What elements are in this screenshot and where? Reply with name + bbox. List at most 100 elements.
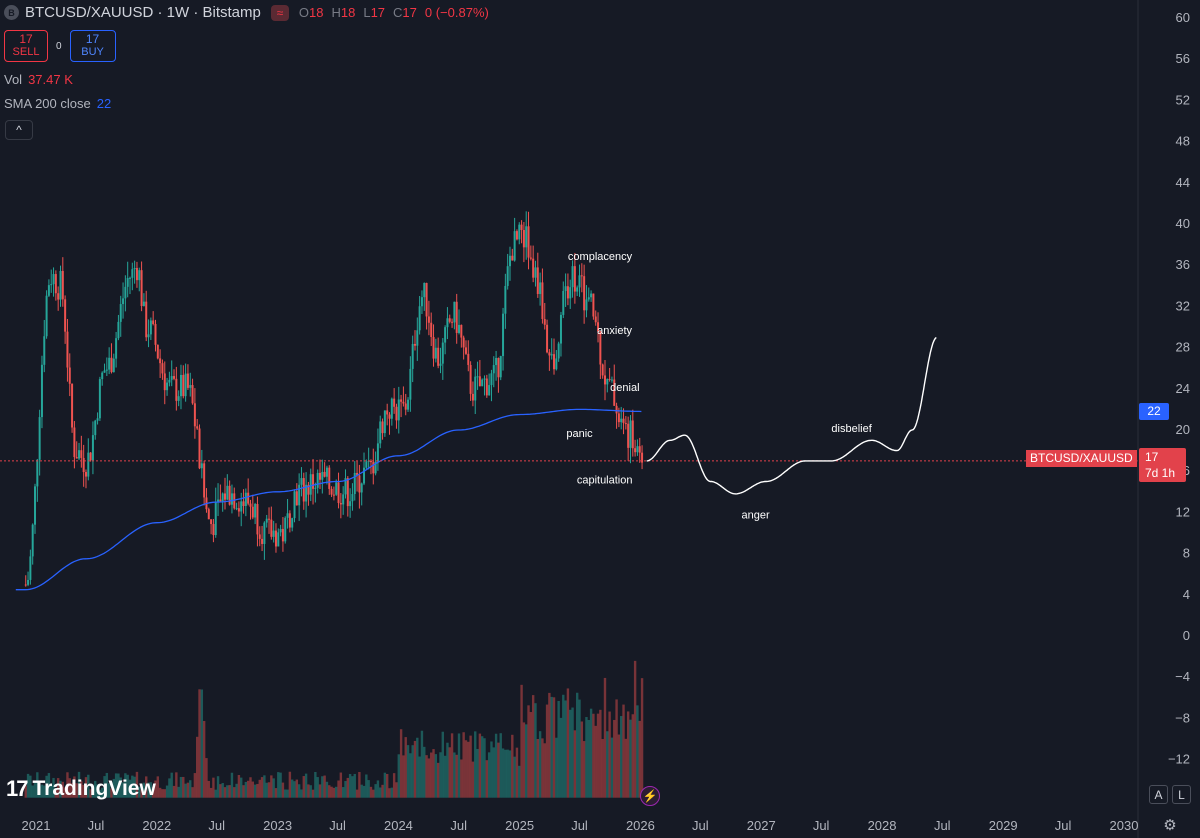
candle-body [50,284,53,286]
volume-bar [82,784,85,798]
chevron-up-icon[interactable]: ^ [5,120,33,140]
volume-bar [103,776,106,798]
volume-bar [383,772,387,798]
tradingview-wordmark: TradingView [32,777,156,800]
candle-body [244,492,247,506]
candle-body [462,337,465,348]
volume-bar [578,699,581,798]
price-tick-label: 12 [1176,504,1190,519]
price-tick-label: −8 [1175,710,1190,725]
volume-bar [101,787,104,798]
volume-bar [233,787,236,798]
candle-body [265,518,268,523]
time-tick-label: Jul [208,818,225,833]
indicator-wave-icon[interactable]: ≈ [270,4,289,21]
candle-body [110,357,113,373]
volume-bar [300,789,303,798]
volume-bar [344,781,347,798]
annotation-capitulation: capitulation [577,475,633,487]
volume-bar [193,773,197,798]
candle-body [52,274,55,285]
volume-bar [494,733,498,798]
price-tick-label: 32 [1176,298,1190,313]
candle-body [550,354,553,356]
volume-bar [620,716,623,798]
volume-bar [170,772,173,798]
volume-bar [353,773,356,798]
volume-bar [63,787,67,798]
candle-body [184,373,187,397]
volume-bar [24,785,27,798]
candle-body [240,501,243,512]
volume-bar [43,785,46,798]
volume-bar [68,778,71,798]
volume-bar [582,741,586,798]
volume-bar [351,776,354,798]
candle-body [601,364,604,376]
candle-body [254,503,257,518]
time-tick-label: Jul [1055,818,1072,833]
volume-bar [26,773,30,798]
candle-body [284,517,287,542]
annotations: complacency anxiety denial panic capitulatio… [566,251,872,522]
candle-body [163,373,166,391]
sma-200-line [15,408,642,591]
candle-body [105,369,108,371]
volume-bar [228,785,231,798]
volume-bar [33,780,37,798]
log-scale-button[interactable]: L [1172,785,1191,804]
volume-bar [265,782,268,798]
candle-body [497,357,500,378]
volume-bar [420,730,424,798]
buy-button[interactable]: 17 BUY [69,30,116,62]
volume-bar [469,735,472,798]
price-tick-label: 24 [1176,381,1190,396]
volume-bar [91,787,95,798]
candle-body [258,534,261,539]
volume-bar [629,719,632,798]
volume-bar [633,660,637,798]
candle-body [54,274,57,294]
candle-body [207,509,210,520]
candle-body [286,513,289,518]
volume-bar [499,733,502,798]
candle-body [548,352,551,356]
candle-body [460,324,463,338]
volume-bar [406,745,410,798]
candle-body [339,502,342,505]
candle-body [170,376,173,380]
auto-scale-button[interactable]: A [1149,785,1168,804]
sell-button[interactable]: 17 SELL [4,30,48,62]
volume-legend[interactable]: Vol 37.47 K [4,72,73,87]
candle-body [363,467,366,484]
volume-bar [235,783,238,798]
candle-body [571,266,574,288]
volume-bar [221,783,224,798]
candle-body [390,398,393,419]
candle-body [249,503,252,507]
candle-body [402,401,405,404]
volume-bar [599,709,602,798]
candle-body [247,492,250,504]
candle-body [629,420,632,448]
volume-bar [573,730,577,798]
volume-bar [56,778,60,798]
volume-bar [360,784,363,798]
volume-bar [392,773,396,798]
sma-legend[interactable]: SMA 200 close 22 [4,96,111,111]
time-axis[interactable]: 2021 Jul 2022 Jul 2023 Jul 2024 Jul 2025 Jul 2026 J… [22,818,1139,833]
symbol-title[interactable]: BTCUSD/XAUUSD · 1W · Bitstamp [25,4,261,21]
volume-bar [96,784,99,798]
lightning-icon[interactable]: ⚡ [640,786,660,806]
tradingview-logo[interactable]: 17 TradingView [6,776,156,802]
candle-body [351,494,354,502]
volume-bar [436,762,440,798]
volume-bar [73,776,76,798]
candle-body [532,258,535,278]
candle-body [587,297,590,300]
time-tick-label: 2023 [263,818,292,833]
trade-buttons: 17 SELL 0 17 BUY [4,30,116,62]
gear-icon[interactable]: ⚙ [1163,817,1177,834]
low-label: L [363,5,371,20]
